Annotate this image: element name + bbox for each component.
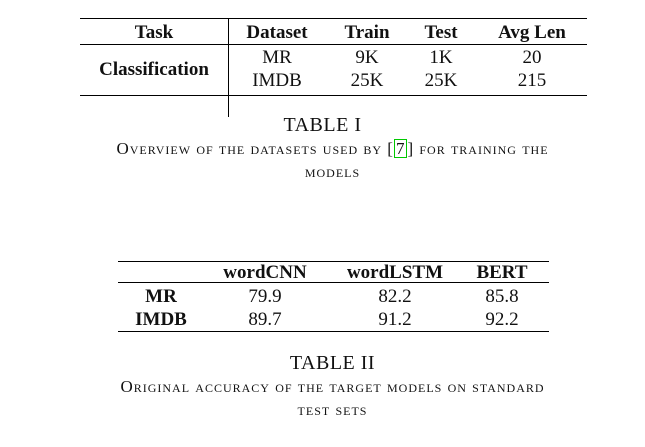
table2-cell: 79.9	[248, 286, 282, 307]
table2-caption-label: TABLE II	[289, 352, 376, 374]
table1-header-test: Test	[424, 22, 458, 43]
table1-caption-label: TABLE I	[283, 114, 362, 136]
table1-cell: IMDB	[252, 70, 302, 91]
citation-link[interactable]: 7	[393, 139, 408, 158]
table1-task-classification: Classification	[99, 59, 209, 80]
table1-header-dataset: Dataset	[246, 22, 308, 43]
table1-header-avg-len: Avg Len	[498, 22, 566, 43]
table2-caption-line2: test sets	[297, 400, 368, 419]
table2-row-label: MR	[145, 286, 177, 307]
table1-header-train: Train	[344, 22, 390, 43]
table2-caption-line1: Original accuracy of the target models o…	[120, 377, 545, 396]
table1-caption-line2: models	[304, 162, 361, 181]
caption-text: Overview of the datasets used by [	[116, 139, 394, 158]
table2-header-wordcnn: wordCNN	[223, 262, 307, 283]
table2-cell: 89.7	[248, 309, 282, 330]
table2-cell: 91.2	[378, 309, 412, 330]
table2-row-label: IMDB	[135, 309, 187, 330]
table1-cell: 25K	[350, 70, 384, 91]
table1-header-task: Task	[134, 22, 174, 43]
table2-cell: 85.8	[485, 286, 519, 307]
table1-cell: 1K	[429, 47, 453, 68]
table2-cell: 82.2	[378, 286, 412, 307]
table2-header-bert: BERT	[476, 262, 528, 283]
table1-cell: 9K	[355, 47, 379, 68]
table1-cell: 25K	[424, 70, 458, 91]
table2-header-wordlstm: wordLSTM	[346, 262, 444, 283]
caption-text: ] for training the	[407, 139, 549, 158]
table1-caption-line1: Overview of the datasets used by [7] for…	[0, 139, 645, 159]
table1-cell: MR	[262, 47, 292, 68]
table1-cell: 215	[517, 70, 547, 91]
table1-cell: 20	[522, 47, 542, 68]
table2-cell: 92.2	[485, 309, 519, 330]
